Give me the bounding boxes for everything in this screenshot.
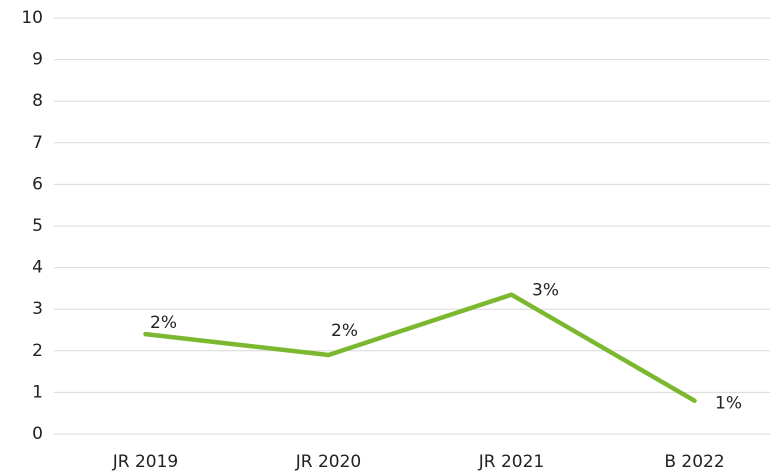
y-tick-label: 3 [32,299,43,319]
x-tick-label: JR 2021 [478,452,545,472]
x-tick-label: JR 2019 [112,452,179,472]
data-label: 3% [532,281,559,301]
x-tick-label: B 2022 [664,452,724,472]
x-tick-label: JR 2020 [295,452,362,472]
y-tick-label: 8 [32,91,43,111]
y-tick-label: 5 [32,216,43,236]
line [143,292,697,403]
y-tick-label: 9 [32,50,43,70]
y-tick-label: 7 [32,133,43,153]
data-label: 1% [715,394,742,414]
data-label: 2% [150,313,177,333]
y-tick-label: 2 [32,341,43,361]
y-tick-label: 10 [21,8,43,28]
y-tick-label: 1 [32,382,43,402]
y-tick-label: 6 [32,174,43,194]
y-tick-label: 4 [32,258,43,278]
y-tick-label: 0 [32,424,43,444]
data-label: 2% [331,321,358,341]
